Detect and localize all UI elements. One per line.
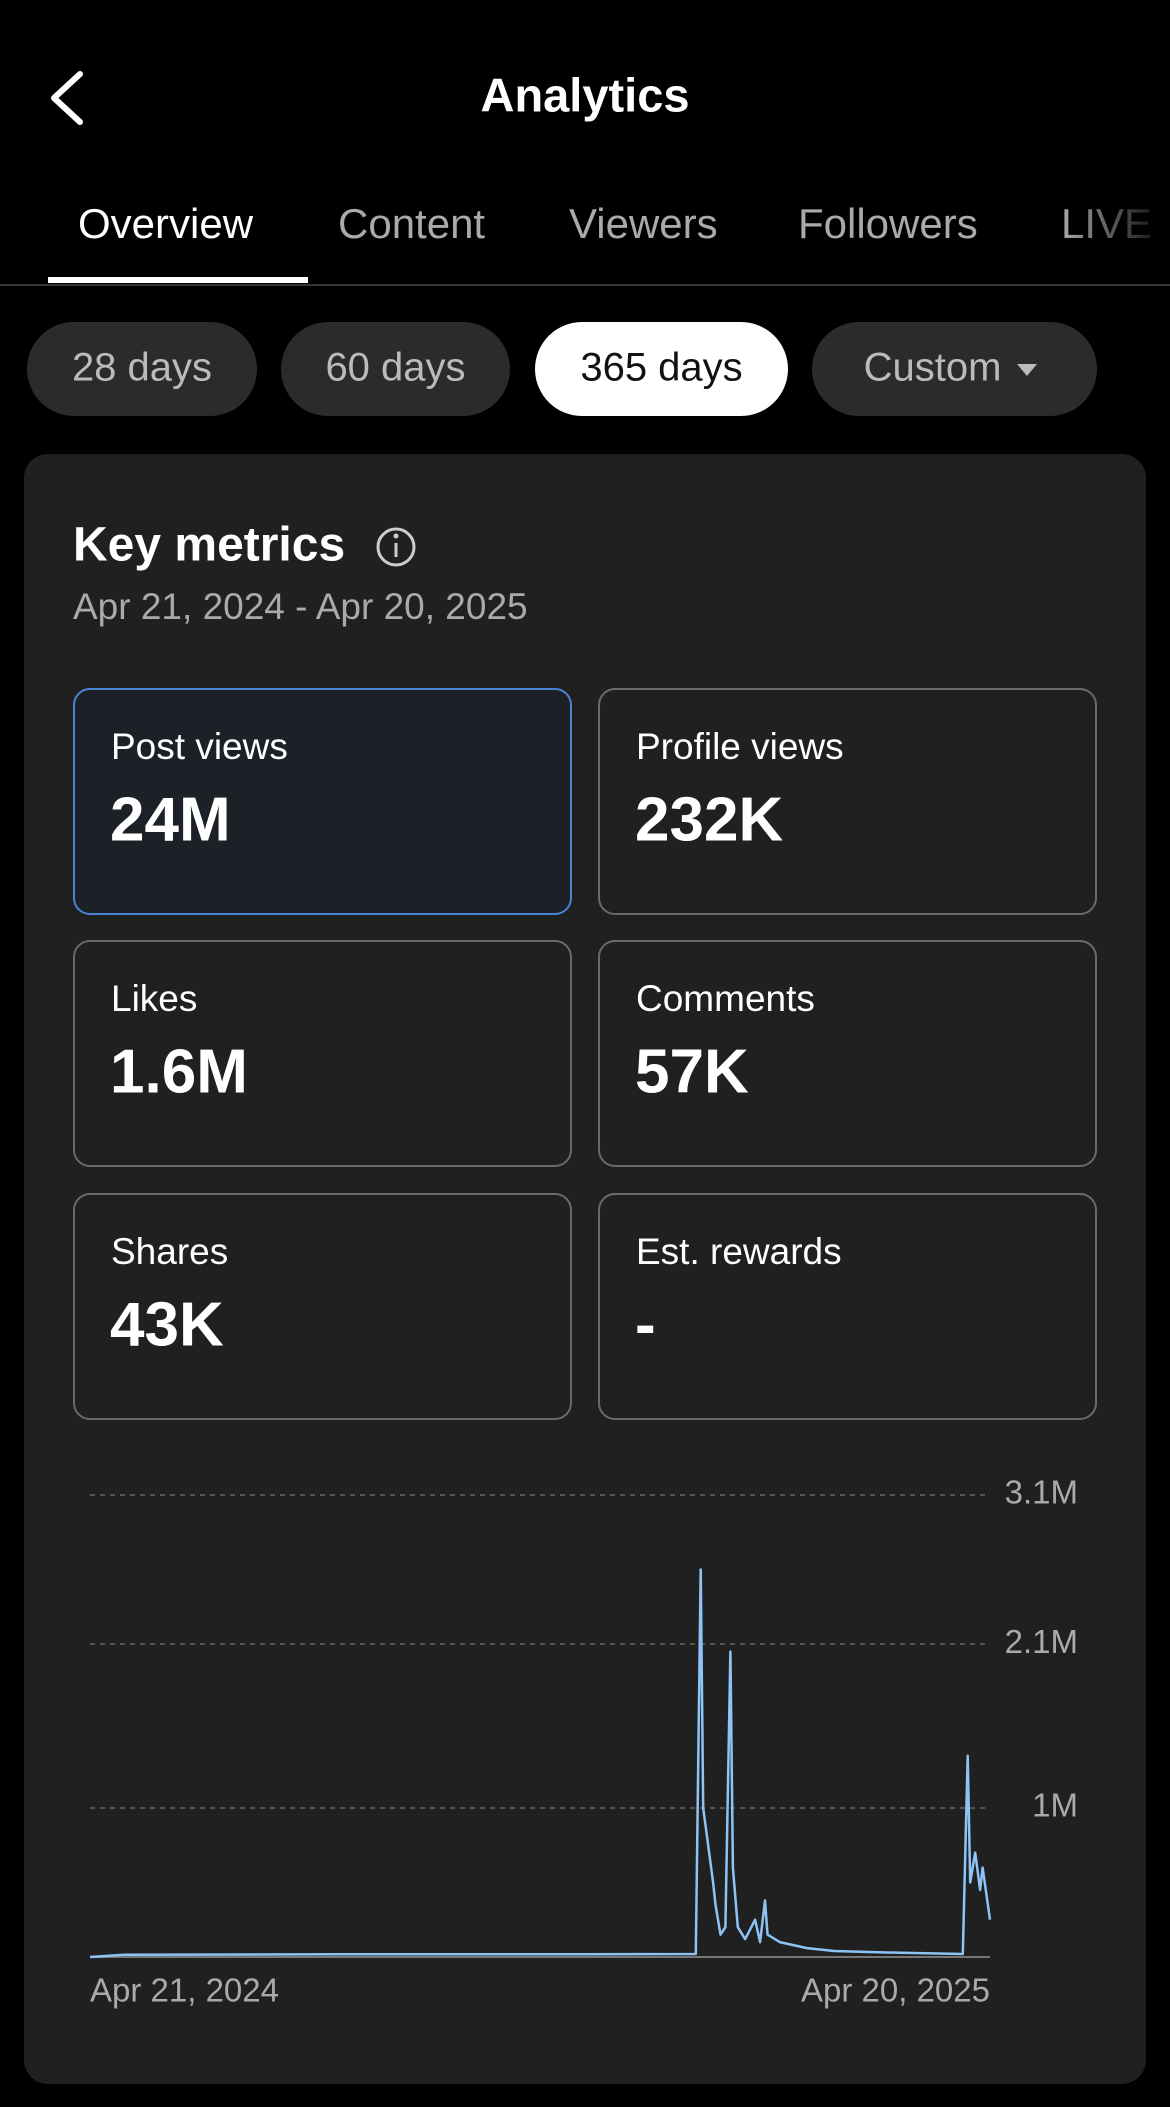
data-line — [89, 1568, 992, 1959]
metric-frame — [598, 1193, 1097, 1420]
date-chip[interactable]: 60 days — [281, 322, 510, 416]
y-tick-label: 3.1M — [1005, 1474, 1078, 1511]
tab-underline — [48, 277, 308, 283]
date-chip[interactable]: Custom — [812, 322, 1097, 416]
date-filters: 28 days 60 days 365 days Custom — [27, 322, 1097, 416]
metric-box[interactable]: Comments 57K — [598, 940, 1097, 1167]
tab[interactable]: Overview — [78, 200, 254, 247]
metric-box[interactable]: Profile views 232K — [598, 688, 1097, 915]
metric-label: Shares — [111, 1231, 228, 1272]
info-icon[interactable] — [376, 527, 416, 567]
date-chip[interactable]: 365 days — [535, 322, 788, 416]
tab[interactable]: Followers — [798, 200, 978, 247]
date-range: Apr 21, 2024 - Apr 20, 2025 — [73, 586, 528, 627]
metric-label: Likes — [111, 978, 197, 1019]
tab[interactable]: Content — [338, 200, 485, 247]
chip-background — [27, 322, 257, 416]
metric-frame — [73, 940, 572, 1167]
back-button[interactable] — [51, 71, 83, 125]
metric-frame — [598, 688, 1097, 915]
x-tick-label: Apr 21, 2024 — [90, 1972, 279, 2009]
metric-box[interactable]: Est. rewards - — [598, 1193, 1097, 1420]
metric-label: Comments — [636, 978, 815, 1019]
chart: 1M 2.1M 3.1M Apr 21, 2024 Apr 20, 2025 — [89, 1474, 1078, 2009]
metric-frame — [598, 940, 1097, 1167]
tab-fade — [1060, 165, 1170, 275]
metric-value: - — [635, 1290, 656, 1359]
metric-frame — [73, 688, 572, 915]
dropdown-caret — [1017, 364, 1037, 376]
chip-background — [281, 322, 510, 416]
x-tick-label: Apr 20, 2025 — [801, 1972, 990, 2009]
y-tick-label: 1M — [1032, 1787, 1078, 1824]
tab[interactable]: Viewers — [569, 200, 718, 247]
chip-background — [812, 322, 1097, 416]
chip-label: 60 days — [325, 346, 465, 390]
metric-grid: Post views 24M Profile views 232K Likes 1.6M C… — [73, 688, 1097, 1420]
chip-label: Custom — [864, 346, 1002, 390]
metric-label: Profile views — [636, 726, 844, 767]
metric-box[interactable]: Likes 1.6M — [73, 940, 572, 1167]
card-title: Key metrics — [73, 519, 345, 572]
metric-frame — [73, 1193, 572, 1420]
date-chip[interactable]: 28 days — [27, 322, 257, 416]
page-title: Analytics — [481, 68, 690, 121]
metric-label: Post views — [111, 726, 288, 767]
metric-box[interactable]: Shares 43K — [73, 1193, 572, 1420]
chip-background — [535, 322, 788, 416]
chip-label: 28 days — [72, 346, 212, 390]
chip-label: 365 days — [580, 346, 742, 390]
metric-box[interactable]: Post views 24M — [73, 688, 572, 915]
metric-value: 24M — [110, 785, 231, 854]
metric-label: Est. rewards — [636, 1231, 842, 1272]
metric-value: 57K — [635, 1037, 749, 1106]
y-tick-label: 2.1M — [1005, 1623, 1078, 1660]
metric-value: 232K — [635, 785, 783, 854]
metric-value: 43K — [110, 1290, 224, 1359]
metric-value: 1.6M — [110, 1037, 248, 1106]
